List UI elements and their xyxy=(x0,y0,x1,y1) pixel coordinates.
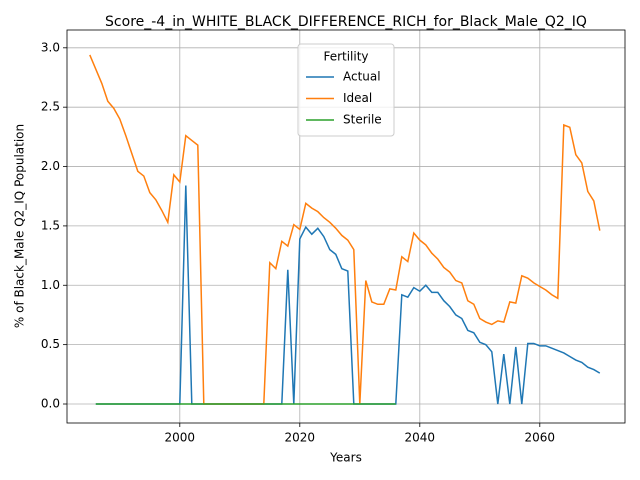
series-line xyxy=(95,185,601,405)
chart-title: Score_-4_in_WHITE_BLACK_DIFFERENCE_RICH_… xyxy=(105,14,587,30)
plot-frame xyxy=(66,29,626,424)
legend-label: Sterile xyxy=(343,113,382,127)
y-axis-label: % of Black_Male Q2_IQ Population xyxy=(13,124,27,328)
legend-label: Actual xyxy=(343,70,381,84)
series-line xyxy=(89,54,601,405)
y-tick-label: 0.5 xyxy=(41,337,60,351)
x-tick-label: 2040 xyxy=(405,431,436,445)
legend-box xyxy=(297,43,395,137)
y-tick-label: 2.0 xyxy=(41,159,60,173)
y-tick-label: 3.0 xyxy=(41,40,60,54)
y-tick-label: 2.5 xyxy=(41,100,60,114)
y-tick-label: 1.5 xyxy=(41,218,60,232)
x-axis-label: Years xyxy=(329,451,362,465)
y-tick-label: 0.0 xyxy=(41,397,60,411)
legend-title: Fertility xyxy=(323,50,368,64)
y-tick-label: 1.0 xyxy=(41,278,60,292)
x-tick-label: 2020 xyxy=(285,431,316,445)
x-tick-label: 2000 xyxy=(165,431,196,445)
x-tick-label: 2060 xyxy=(525,431,556,445)
legend-label: Ideal xyxy=(343,91,372,105)
